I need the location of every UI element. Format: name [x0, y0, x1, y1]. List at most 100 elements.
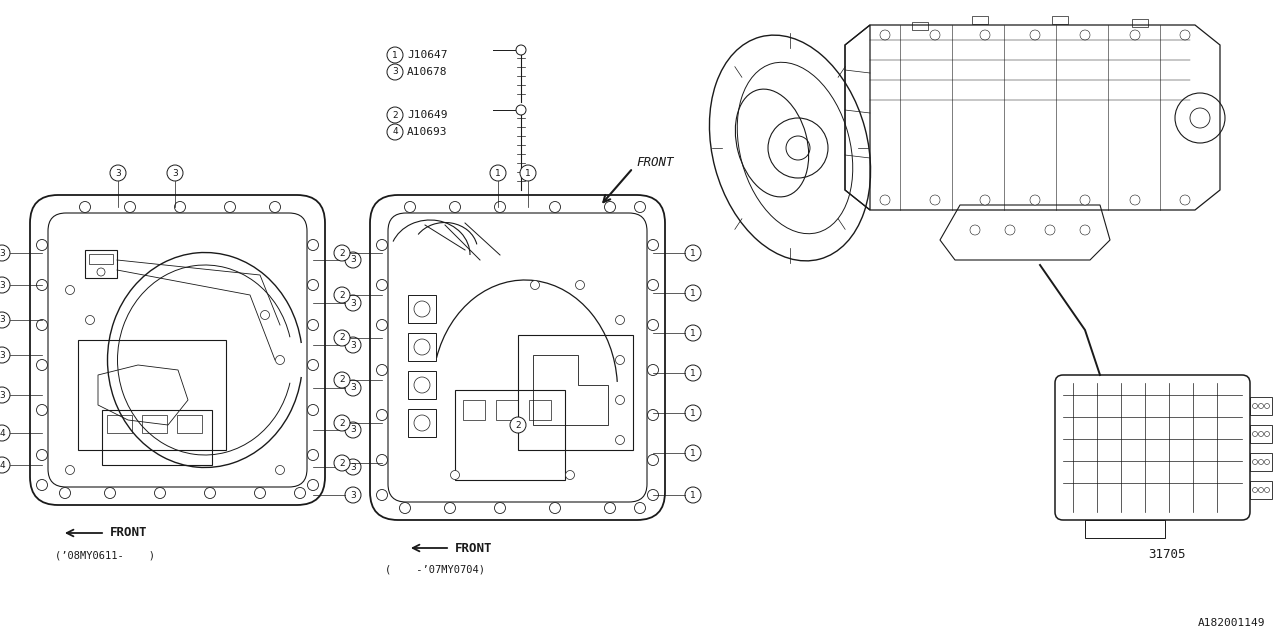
- Text: 3: 3: [0, 248, 5, 257]
- Circle shape: [530, 280, 539, 289]
- Text: FRONT: FRONT: [636, 157, 673, 170]
- Circle shape: [261, 310, 270, 319]
- Circle shape: [275, 355, 284, 365]
- Circle shape: [376, 319, 388, 330]
- Circle shape: [685, 487, 701, 503]
- Text: 3: 3: [351, 255, 356, 264]
- Circle shape: [0, 425, 10, 441]
- Text: 3: 3: [0, 280, 5, 289]
- Circle shape: [0, 245, 10, 261]
- Circle shape: [931, 30, 940, 40]
- Circle shape: [648, 490, 658, 500]
- Circle shape: [334, 330, 349, 346]
- Circle shape: [346, 487, 361, 503]
- Bar: [1251, 481, 1272, 499]
- Circle shape: [37, 319, 47, 330]
- Circle shape: [307, 479, 319, 490]
- Bar: [1052, 16, 1068, 24]
- Bar: [408, 409, 436, 437]
- Circle shape: [509, 417, 526, 433]
- Circle shape: [59, 488, 70, 499]
- Circle shape: [685, 285, 701, 301]
- Circle shape: [205, 488, 215, 499]
- Circle shape: [270, 202, 280, 212]
- Circle shape: [174, 202, 186, 212]
- Circle shape: [346, 459, 361, 475]
- Text: (’08MY0611-    ): (’08MY0611- ): [55, 550, 155, 560]
- Bar: [142, 415, 166, 433]
- Circle shape: [387, 64, 403, 80]
- Text: 3: 3: [115, 168, 120, 177]
- Circle shape: [155, 488, 165, 499]
- Circle shape: [37, 449, 47, 461]
- Text: 2: 2: [515, 420, 521, 429]
- Circle shape: [1005, 225, 1015, 235]
- Circle shape: [648, 454, 658, 465]
- Circle shape: [1080, 225, 1091, 235]
- Circle shape: [387, 124, 403, 140]
- Text: 3: 3: [351, 383, 356, 392]
- Text: 2: 2: [339, 419, 344, 428]
- Text: 3: 3: [392, 67, 398, 77]
- Text: A10693: A10693: [407, 127, 448, 137]
- Circle shape: [1044, 225, 1055, 235]
- Circle shape: [334, 372, 349, 388]
- Circle shape: [37, 280, 47, 291]
- Bar: [1085, 520, 1165, 538]
- Text: 1: 1: [392, 51, 398, 60]
- Circle shape: [449, 202, 461, 212]
- Circle shape: [307, 360, 319, 371]
- Circle shape: [399, 502, 411, 513]
- Circle shape: [86, 316, 95, 324]
- Text: 3: 3: [0, 316, 5, 324]
- Circle shape: [307, 449, 319, 461]
- Circle shape: [37, 404, 47, 415]
- Circle shape: [0, 312, 10, 328]
- Circle shape: [685, 365, 701, 381]
- Circle shape: [970, 225, 980, 235]
- Circle shape: [616, 355, 625, 365]
- Circle shape: [346, 295, 361, 311]
- Circle shape: [376, 365, 388, 376]
- Bar: [78, 340, 227, 450]
- Circle shape: [685, 245, 701, 261]
- Circle shape: [0, 347, 10, 363]
- Bar: [497, 400, 518, 420]
- Circle shape: [307, 280, 319, 291]
- Circle shape: [604, 202, 616, 212]
- Circle shape: [346, 380, 361, 396]
- Text: FRONT: FRONT: [110, 527, 147, 540]
- Circle shape: [648, 365, 658, 376]
- Circle shape: [648, 280, 658, 291]
- Circle shape: [110, 165, 125, 181]
- Circle shape: [1180, 195, 1190, 205]
- Circle shape: [648, 410, 658, 420]
- Bar: [84, 250, 116, 278]
- Circle shape: [635, 502, 645, 513]
- Circle shape: [65, 465, 74, 474]
- Circle shape: [576, 280, 585, 289]
- Circle shape: [307, 239, 319, 250]
- Text: 4: 4: [0, 429, 5, 438]
- Circle shape: [255, 488, 265, 499]
- Circle shape: [648, 319, 658, 330]
- Circle shape: [685, 445, 701, 461]
- Circle shape: [307, 319, 319, 330]
- Circle shape: [648, 239, 658, 250]
- Circle shape: [294, 488, 306, 499]
- Text: 1: 1: [690, 369, 696, 378]
- Circle shape: [334, 287, 349, 303]
- Circle shape: [685, 325, 701, 341]
- Text: 1: 1: [690, 449, 696, 458]
- Text: 4: 4: [392, 127, 398, 136]
- Text: 2: 2: [339, 291, 344, 300]
- Circle shape: [376, 490, 388, 500]
- Circle shape: [980, 195, 989, 205]
- Circle shape: [516, 105, 526, 115]
- Circle shape: [549, 502, 561, 513]
- Circle shape: [616, 435, 625, 445]
- Circle shape: [224, 202, 236, 212]
- Circle shape: [166, 165, 183, 181]
- Circle shape: [105, 488, 115, 499]
- Circle shape: [334, 245, 349, 261]
